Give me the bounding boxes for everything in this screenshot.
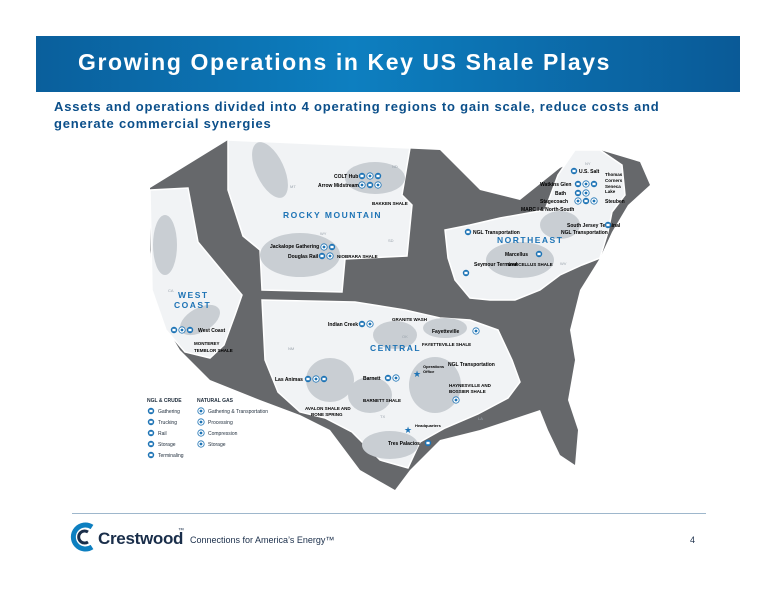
state-label: WV [560,261,567,266]
shale-label: GRANITE WASH [392,317,427,322]
legend-item: Storage [158,442,176,448]
asset-label: Indian Creek [328,322,358,328]
legend-item: Trucking [158,420,177,426]
legend-item: Processing [208,420,233,426]
asset-label: Tres Palacios [388,441,420,447]
state-label: CA [168,288,174,293]
legend-item: Gathering [158,409,180,415]
state-label: MT [290,184,296,189]
asset-label: MARC I & North-South [521,207,574,213]
title-banner: Growing Operations in Key US Shale Plays [36,36,740,92]
asset-label: NGL Transportation [448,362,495,368]
asset-label: South Jersey Terminal [567,223,621,229]
trucking-icon [147,418,155,426]
legend-item: Terminaling [158,453,184,459]
shale-overlays [153,142,580,459]
trademark: ™ [178,528,184,534]
asset-label: Watkins Glen [540,182,572,188]
shale-label: BARNETT SHALE [363,398,401,403]
state-label: ND [392,164,398,169]
footer-tagline: Connections for America’s Energy™ [190,535,335,545]
asset-label: U.S. Salt [579,169,600,175]
asset-label: Marcellus [505,252,528,258]
compression-icon [197,429,205,437]
legend-header-natural-gas: NATURAL GAS [197,398,234,404]
terminaling-icon [147,451,155,459]
asset-label: Seneca [605,184,621,189]
asset-label: NGL Transportation [561,230,608,236]
star-icon: ★ [413,369,421,379]
star-icon: ★ [404,425,412,435]
asset-label: COLT Hub [334,174,358,180]
map-legend: NGL & CRUDE NATURAL GAS Gathering Trucki… [147,398,268,459]
legend-header-ngl-crude: NGL & CRUDE [147,398,182,404]
slide-subtitle: Assets and operations divided into 4 ope… [54,99,660,131]
state-label: TX [380,414,385,419]
legend-item: Rail [158,431,167,437]
shale-label: TEMBLOR SHALE [194,348,233,353]
processing-icon [197,418,205,426]
asset-label: Seymour Terminal [474,262,518,268]
region-label-coast: COAST [174,300,211,310]
asset-label: Corners [605,178,623,183]
shale-label: NIOBRARA SHALE [337,254,378,259]
asset-label: Steuben [605,199,625,205]
gathering-icon [147,407,155,415]
storage-icon [147,440,155,448]
state-label: SD [388,238,394,243]
asset-label: Arrow Midstream [318,183,359,189]
logo-wordmark: Crestwood [98,529,184,548]
state-label: WY [320,231,327,236]
asset-label: Las Animas [275,377,303,383]
asset-label: Lake [605,189,616,194]
shale-label: HAYNESVILLE AND [449,383,492,388]
asset-label: NGL Transportation [473,230,520,236]
legend-item: Compression [208,431,238,437]
headquarters-label: Headquarters [415,423,442,428]
region-label-west: WEST [178,290,209,300]
asset-label: Fayetteville [432,329,459,335]
shale-label: FAYETTEVILLE SHALE [422,342,471,347]
shale-label: MONTEREY [194,341,220,346]
storage-icon [197,440,205,448]
state-label: NY [585,161,591,166]
asset-label: Barnett [363,376,381,382]
rail-icon [147,429,155,437]
shale-label: BOSSIER SHALE [449,389,486,394]
asset-label: West Coast [198,328,225,334]
shale-label: BAKKEN SHALE [372,201,408,206]
region-label-rocky-mountain: ROCKY MOUNTAIN [283,210,382,220]
state-label: NM [288,346,294,351]
office-label: Operations [423,364,445,369]
shale-label: MARCELLUS SHALE [508,262,553,267]
asset-label: Stagecoach [540,199,568,205]
legend-item: Storage [208,442,226,448]
gathering-transportation-icon [197,407,205,415]
page-number: 4 [690,535,696,545]
slide-title: Growing Operations in Key US Shale Plays [78,49,612,75]
asset-label: Bath [555,191,566,197]
crestwood-logo-icon [70,522,94,552]
region-label-central: CENTRAL [370,343,421,353]
legend-item: Gathering & Transportation [208,409,268,415]
asset-label: Douglas Rail [288,254,319,260]
state-label: LA [478,416,483,421]
footer-divider [72,513,706,514]
office-label: Office [423,369,435,374]
shale-label: AVALON SHALE AND [305,406,351,411]
crestwood-logo: Crestwood ™ [70,522,190,558]
asset-label: Jackalope Gathering [270,244,319,250]
shale-label: BONE SPRING [311,412,343,417]
region-label-northeast: NORTHEAST [497,235,563,245]
asset-label: Thomas [605,172,623,177]
state-label: OK [402,334,408,339]
